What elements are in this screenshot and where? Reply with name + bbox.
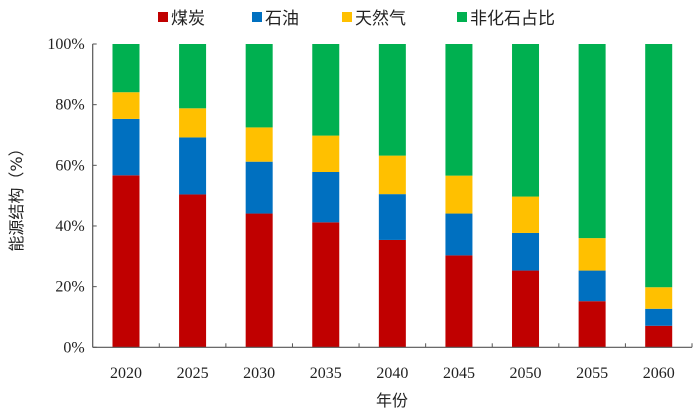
x-tick-label: 2030 [243, 365, 275, 382]
axes: 0% 20% 40% 60% 80% 100% [47, 36, 693, 356]
bars: 2020 2025 2030 2035 2040 2045 2050 2055 2060 [110, 44, 675, 382]
bar-segment-2040-3 [378, 44, 406, 156]
bar-segment-2050-0 [512, 270, 540, 348]
bar-segment-2020-2 [112, 92, 140, 119]
bar-segment-2035-2 [312, 135, 340, 172]
x-tick-label: 2020 [110, 365, 142, 382]
y-axis-label: 能源结构（%） [7, 140, 26, 251]
x-tick-label: 2025 [177, 365, 209, 382]
legend-label: 石油 [265, 9, 299, 29]
bar-segment-2030-3 [245, 44, 273, 128]
legend-label: 煤炭 [171, 9, 205, 29]
bar-segment-2035-3 [312, 44, 340, 136]
legend-label: 非化石占比 [470, 9, 555, 29]
x-axis-label: 年份 [376, 391, 408, 410]
x-tick-label: 2060 [643, 365, 675, 382]
bar-segment-2050-1 [512, 232, 540, 271]
bar-segment-2050-3 [512, 44, 540, 197]
bar-segment-2020-1 [112, 118, 140, 176]
bar-segment-2040-1 [378, 194, 406, 240]
legend-label: 天然气 [355, 9, 406, 29]
legend-swatch [342, 12, 352, 22]
bar-segment-2025-3 [179, 44, 207, 109]
bar-segment-2030-0 [245, 213, 273, 348]
bar-segment-2040-2 [378, 155, 406, 195]
legend: 煤炭 石油 天然气 非化石占比 [158, 9, 555, 29]
x-tick-label: 2035 [310, 365, 342, 382]
bar-segment-2045-2 [445, 175, 473, 214]
bar-segment-2025-1 [179, 137, 207, 195]
bar-segment-2060-1 [645, 308, 673, 326]
bar-segment-2055-2 [578, 238, 606, 271]
y-tick-label: 60% [55, 157, 84, 174]
y-tick-label: 40% [55, 218, 84, 235]
bar-segment-2055-0 [578, 301, 606, 348]
bar-segment-2025-0 [179, 194, 207, 348]
bar-segment-2060-0 [645, 325, 673, 348]
bar-segment-2030-2 [245, 127, 273, 162]
bar-segment-2020-0 [112, 175, 140, 348]
x-tick-label: 2050 [510, 365, 542, 382]
bar-segment-2020-3 [112, 44, 140, 93]
bar-segment-2025-2 [179, 108, 207, 138]
y-tick-label: 100% [47, 36, 84, 53]
y-tick-label: 0% [63, 339, 84, 356]
bar-segment-2060-3 [645, 44, 673, 288]
y-tick-label: 20% [55, 279, 84, 296]
bar-segment-2055-1 [578, 270, 606, 302]
legend-swatch [158, 12, 168, 22]
bar-segment-2055-3 [578, 44, 606, 239]
bar-segment-2060-2 [645, 287, 673, 309]
bar-segment-2045-0 [445, 255, 473, 348]
bar-segment-2035-0 [312, 222, 340, 348]
x-tick-label: 2040 [376, 365, 408, 382]
legend-swatch [252, 12, 262, 22]
x-tick-label: 2055 [576, 365, 608, 382]
x-tick-label: 2045 [443, 365, 475, 382]
bar-segment-2035-1 [312, 171, 340, 223]
bar-segment-2040-0 [378, 239, 406, 348]
bar-segment-2030-1 [245, 161, 273, 214]
bar-segment-2050-2 [512, 196, 540, 233]
bar-segment-2045-3 [445, 44, 473, 176]
bar-segment-2045-1 [445, 213, 473, 256]
legend-swatch [457, 12, 467, 22]
y-tick-label: 80% [55, 97, 84, 114]
